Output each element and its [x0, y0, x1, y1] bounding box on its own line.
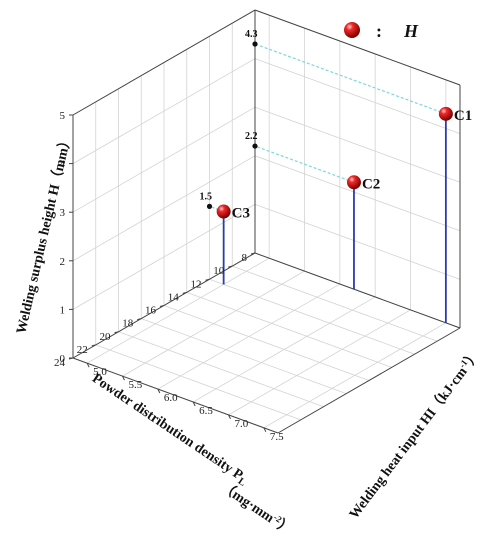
projection-line-C2: [254, 145, 355, 183]
x-tick-mark: [250, 252, 256, 255]
wall-grid-z: [72, 155, 256, 262]
wall-grid-z: [72, 58, 256, 164]
frame-edge: [72, 9, 256, 116]
y-tick-label: 7.0: [235, 418, 249, 430]
x-axis-label: Powder distribution density PL: [88, 371, 251, 489]
legend-separator: :: [376, 21, 382, 41]
legend-label: H: [403, 21, 419, 41]
x-tick-mark: [91, 344, 96, 347]
x-tick-label: 8: [242, 252, 248, 264]
y-tick-mark: [157, 388, 161, 394]
z-tick-label: 5: [60, 110, 66, 122]
z-tick-label: 0: [60, 353, 66, 365]
wall-grid-z: [72, 204, 256, 310]
floor-grid-x: [141, 318, 347, 395]
floor-grid-x: [232, 265, 438, 342]
x-tick-mark: [114, 331, 119, 334]
tick-labels: 810121416182022245.05.56.06.57.07.501234…: [54, 110, 284, 443]
wall-grid-z2: [254, 106, 461, 183]
projection-dot-C2: [252, 143, 258, 149]
x-tick-label: 18: [122, 318, 134, 330]
point-label-C1: C1: [454, 108, 472, 124]
y-tick-mark: [86, 362, 90, 368]
x-tick-mark: [228, 265, 233, 268]
wall-grid-z2: [254, 204, 461, 280]
point-C3: [216, 204, 231, 219]
y-axis-label: Welding heat input HI（kJ·cm-1）: [345, 346, 483, 522]
floor-grid-x: [209, 278, 415, 355]
axes-frame: [72, 9, 461, 434]
x-tick-label: 16: [145, 305, 157, 317]
x-tick-mark: [182, 291, 187, 294]
y-tick-label: 6.0: [164, 392, 178, 404]
z-axis-label: Welding surplus height H（mm）: [13, 133, 75, 336]
projection-line-C1: [254, 43, 447, 115]
projection-dot-C1: [252, 41, 258, 47]
floor-grid-y: [122, 270, 305, 377]
x-tick-mark: [159, 305, 165, 307]
y-tick-label: 5.5: [128, 379, 142, 391]
x-tick-mark: [137, 318, 142, 321]
x-tick-label: 10: [213, 265, 225, 277]
frame-edge: [254, 9, 461, 86]
frame-edge: [254, 252, 461, 329]
value-label-C3: 1.5: [200, 191, 213, 202]
grid-lines: [72, 9, 461, 434]
y-tick-label: 5.0: [93, 366, 107, 378]
z-tick-label: 2: [60, 256, 66, 268]
x-axis-unit: （mg·mm-2）: [218, 478, 296, 538]
y-tick-mark: [263, 427, 267, 433]
point-label-C2: C2: [362, 176, 380, 192]
x-tick-label: 14: [168, 291, 180, 303]
frame-edge: [72, 357, 279, 434]
x-tick-label: 22: [77, 344, 88, 356]
point-label-C3: C3: [232, 206, 250, 222]
wall-grid-z2: [254, 155, 461, 232]
x-tick-label: 24: [54, 357, 66, 369]
point-C1: [438, 106, 453, 121]
floor-grid-y: [263, 322, 447, 429]
y-tick-mark: [192, 401, 196, 407]
floor-grid-y: [228, 309, 411, 416]
value-label-C1: 4.3: [245, 29, 258, 40]
wall-grid-z2: [254, 58, 461, 134]
frame-edge: [277, 327, 461, 434]
x-tick-label: 20: [100, 331, 112, 343]
floor-grid-x: [163, 305, 370, 381]
y-tick-label: 6.5: [199, 405, 213, 417]
y-tick-mark: [122, 375, 125, 381]
z-tick-label: 3: [60, 207, 66, 219]
floor-grid-x: [118, 331, 324, 408]
y-tick-mark: [228, 414, 231, 420]
floor-grid-y: [86, 257, 270, 364]
x-tick-label: 12: [191, 278, 202, 290]
z-tick-label: 4: [60, 159, 66, 171]
projection-dot-C3: [206, 203, 213, 209]
value-label-C2: 2.2: [245, 131, 258, 142]
z-tick-label: 1: [60, 304, 66, 316]
wall-grid-z: [72, 106, 256, 213]
legend-marker: [344, 22, 360, 38]
x-tick-mark: [205, 278, 210, 281]
floor-grid-x: [95, 344, 301, 421]
axis-labels: Welding surplus height H（mm） Powder dist…: [13, 133, 483, 538]
floor-grid-y: [192, 296, 376, 403]
point-C2: [346, 175, 361, 190]
stem-lines: [222, 113, 447, 323]
y-tick-label: 7.5: [270, 431, 284, 443]
data-points: 4.3 C1 2.2 C2 1.5 C3: [200, 29, 473, 222]
legend: : H: [344, 21, 419, 41]
floor-grid-x: [186, 291, 392, 368]
floor-grid-y: [157, 283, 341, 390]
